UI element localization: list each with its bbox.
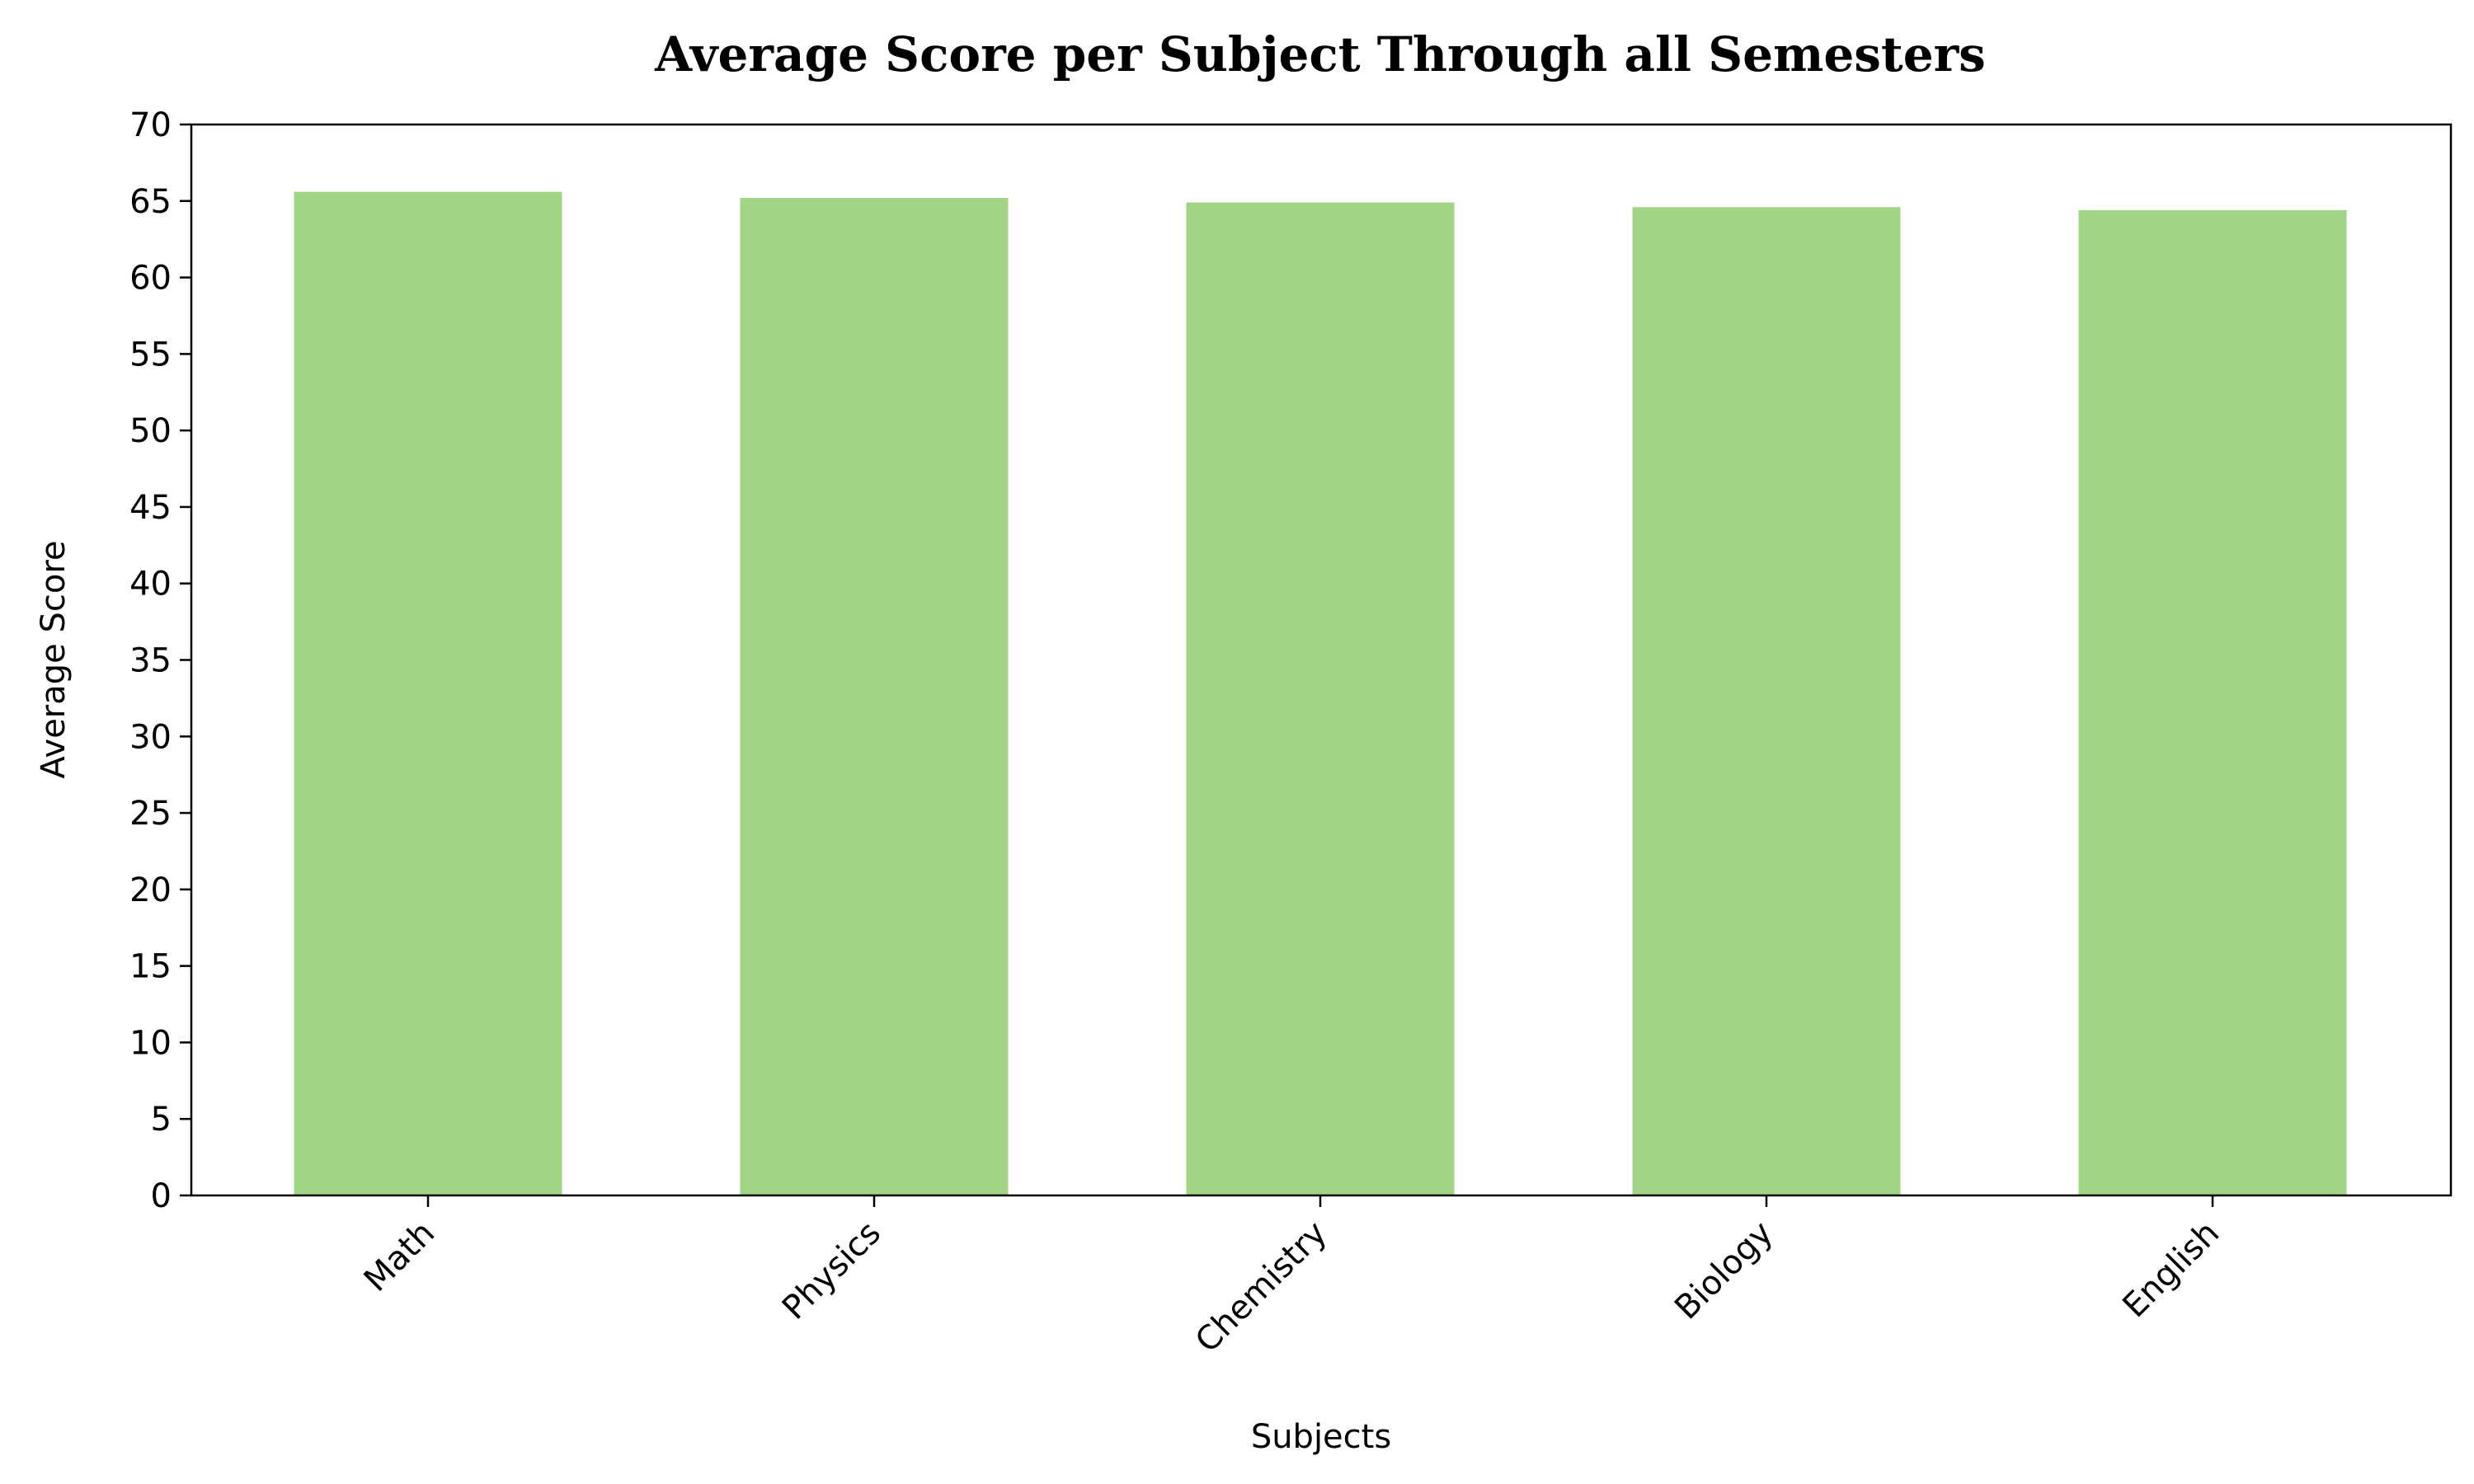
y-tick-label: 30 [129, 718, 172, 756]
x-axis: Math Physics Chemistry Biology English [357, 1195, 2227, 1360]
y-tick-label: 65 [129, 183, 172, 221]
y-tick-label: 15 [129, 948, 172, 986]
y-axis: 0 5 10 15 20 25 30 35 40 45 50 55 60 65 70 [129, 106, 191, 1215]
chart-title: Average Score per Subject Through all Se… [654, 26, 1986, 82]
x-tick-label: English [2115, 1214, 2227, 1326]
bar-chemistry [1186, 202, 1455, 1195]
y-tick-label: 5 [151, 1101, 172, 1139]
bar-english [2078, 209, 2347, 1195]
bar-physics [740, 198, 1009, 1196]
x-tick-label: Physics [775, 1214, 888, 1327]
y-tick-label: 55 [129, 336, 172, 373]
y-axis-label: Average Score [35, 540, 73, 778]
x-tick-label: Math [357, 1214, 442, 1299]
bar-biology [1632, 207, 1901, 1195]
y-tick-label: 50 [129, 412, 172, 450]
x-axis-label: Subjects [1251, 1418, 1391, 1456]
y-tick-label: 20 [129, 871, 172, 909]
plot-frame [190, 123, 2453, 1197]
y-tick-label: 10 [129, 1024, 172, 1062]
y-tick-label: 40 [129, 566, 172, 603]
y-tick-label: 45 [129, 489, 172, 527]
y-tick-label: 25 [129, 795, 172, 833]
bar-math [294, 191, 562, 1196]
bars-layer [294, 191, 2347, 1196]
y-tick-label: 35 [129, 642, 172, 680]
x-tick-label: Biology [1667, 1214, 1780, 1327]
y-tick-label: 70 [129, 106, 172, 144]
y-tick-label: 0 [151, 1177, 172, 1215]
x-tick-label: Chemistry [1188, 1214, 1334, 1360]
y-tick-label: 60 [129, 260, 172, 298]
